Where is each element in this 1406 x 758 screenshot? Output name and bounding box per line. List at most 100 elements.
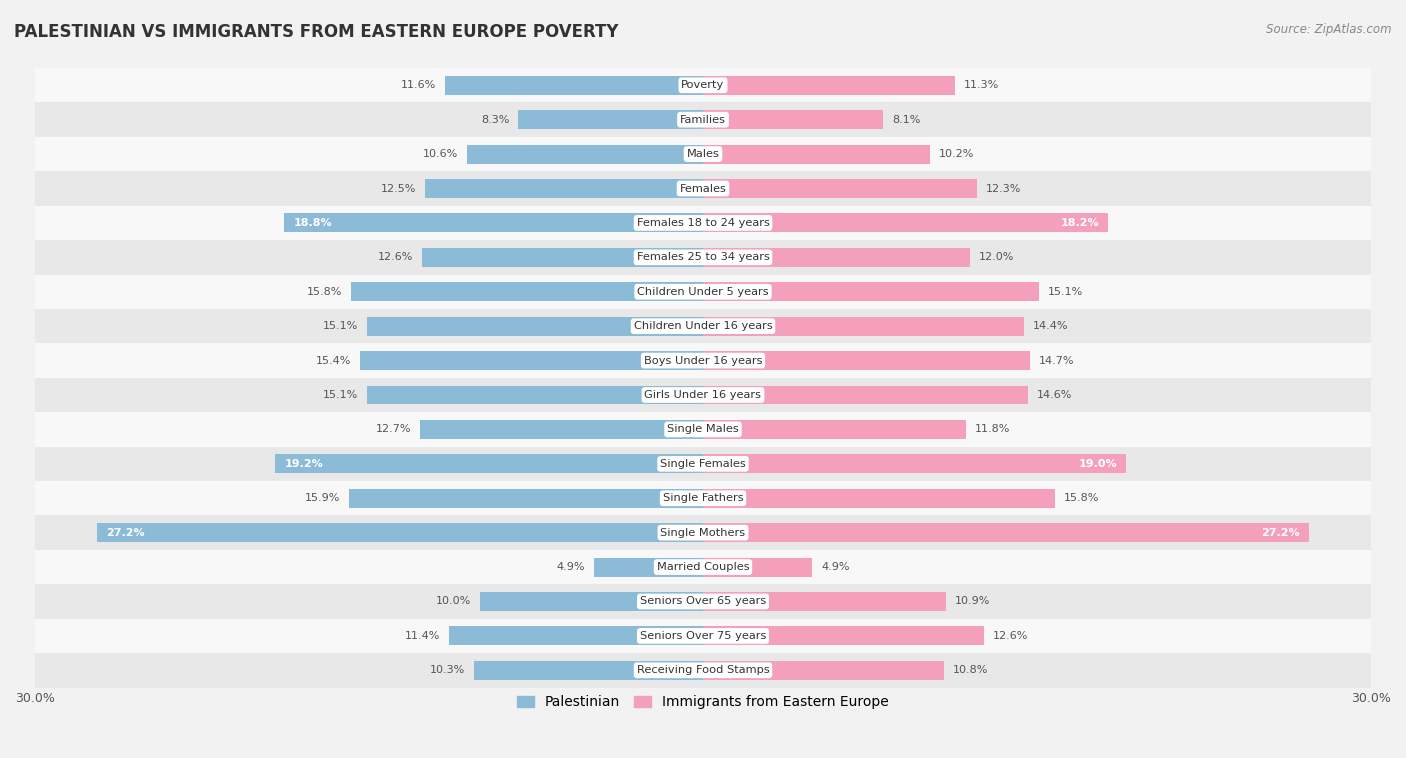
Text: Single Mothers: Single Mothers bbox=[661, 528, 745, 537]
Bar bbox=[360, 351, 703, 370]
Bar bbox=[467, 145, 703, 164]
Text: 12.6%: 12.6% bbox=[378, 252, 413, 262]
Bar bbox=[352, 282, 703, 301]
Text: 27.2%: 27.2% bbox=[1261, 528, 1299, 537]
Bar bbox=[703, 489, 1054, 508]
Bar bbox=[35, 584, 1371, 619]
Text: 11.4%: 11.4% bbox=[405, 631, 440, 641]
Text: Males: Males bbox=[686, 149, 720, 159]
Bar bbox=[703, 420, 966, 439]
Text: Girls Under 16 years: Girls Under 16 years bbox=[644, 390, 762, 400]
Text: 12.7%: 12.7% bbox=[375, 424, 412, 434]
Text: Children Under 5 years: Children Under 5 years bbox=[637, 287, 769, 296]
Bar bbox=[519, 110, 703, 129]
Text: 10.2%: 10.2% bbox=[939, 149, 974, 159]
Text: Boys Under 16 years: Boys Under 16 years bbox=[644, 356, 762, 365]
Text: 15.1%: 15.1% bbox=[1047, 287, 1084, 296]
Text: PALESTINIAN VS IMMIGRANTS FROM EASTERN EUROPE POVERTY: PALESTINIAN VS IMMIGRANTS FROM EASTERN E… bbox=[14, 23, 619, 41]
Text: 11.8%: 11.8% bbox=[974, 424, 1010, 434]
Text: Children Under 16 years: Children Under 16 years bbox=[634, 321, 772, 331]
Text: 14.4%: 14.4% bbox=[1032, 321, 1069, 331]
Bar bbox=[703, 592, 946, 611]
Text: 10.0%: 10.0% bbox=[436, 597, 471, 606]
Text: Single Males: Single Males bbox=[666, 424, 740, 434]
Bar bbox=[367, 317, 703, 336]
Bar bbox=[35, 137, 1371, 171]
Text: 15.9%: 15.9% bbox=[305, 493, 340, 503]
Bar bbox=[703, 110, 883, 129]
Bar bbox=[35, 343, 1371, 377]
Text: 15.1%: 15.1% bbox=[322, 390, 359, 400]
Bar bbox=[703, 145, 931, 164]
Text: 10.3%: 10.3% bbox=[429, 666, 465, 675]
Bar bbox=[703, 661, 943, 680]
Text: 10.8%: 10.8% bbox=[952, 666, 988, 675]
Bar bbox=[349, 489, 703, 508]
Text: Source: ZipAtlas.com: Source: ZipAtlas.com bbox=[1267, 23, 1392, 36]
Bar bbox=[35, 446, 1371, 481]
Bar bbox=[449, 626, 703, 645]
Bar bbox=[35, 274, 1371, 309]
Bar bbox=[703, 317, 1024, 336]
Text: 10.6%: 10.6% bbox=[423, 149, 458, 159]
Bar bbox=[97, 523, 703, 542]
Text: 19.0%: 19.0% bbox=[1078, 459, 1118, 469]
Text: 8.3%: 8.3% bbox=[481, 114, 509, 124]
Text: 11.6%: 11.6% bbox=[401, 80, 436, 90]
Text: Females 18 to 24 years: Females 18 to 24 years bbox=[637, 218, 769, 228]
Bar bbox=[481, 592, 703, 611]
Bar bbox=[35, 102, 1371, 137]
Text: 15.8%: 15.8% bbox=[1064, 493, 1099, 503]
Bar bbox=[703, 454, 1126, 473]
Text: 18.2%: 18.2% bbox=[1060, 218, 1099, 228]
Text: 12.3%: 12.3% bbox=[986, 183, 1021, 193]
Bar bbox=[474, 661, 703, 680]
Text: 12.6%: 12.6% bbox=[993, 631, 1028, 641]
Text: Married Couples: Married Couples bbox=[657, 562, 749, 572]
Bar bbox=[703, 214, 1108, 233]
Text: Seniors Over 75 years: Seniors Over 75 years bbox=[640, 631, 766, 641]
Legend: Palestinian, Immigrants from Eastern Europe: Palestinian, Immigrants from Eastern Eur… bbox=[512, 690, 894, 715]
Bar bbox=[703, 558, 813, 577]
Text: 4.9%: 4.9% bbox=[557, 562, 585, 572]
Text: Females: Females bbox=[679, 183, 727, 193]
Text: Seniors Over 65 years: Seniors Over 65 years bbox=[640, 597, 766, 606]
Bar bbox=[425, 179, 703, 198]
Bar bbox=[35, 481, 1371, 515]
Text: 18.8%: 18.8% bbox=[294, 218, 332, 228]
Bar bbox=[703, 248, 970, 267]
Bar bbox=[35, 309, 1371, 343]
Bar bbox=[420, 420, 703, 439]
Text: 15.4%: 15.4% bbox=[316, 356, 352, 365]
Text: 15.8%: 15.8% bbox=[307, 287, 342, 296]
Bar bbox=[35, 515, 1371, 550]
Text: 12.0%: 12.0% bbox=[979, 252, 1015, 262]
Bar bbox=[284, 214, 703, 233]
Text: Females 25 to 34 years: Females 25 to 34 years bbox=[637, 252, 769, 262]
Text: 14.7%: 14.7% bbox=[1039, 356, 1074, 365]
Text: 15.1%: 15.1% bbox=[322, 321, 359, 331]
Bar bbox=[444, 76, 703, 95]
Text: Poverty: Poverty bbox=[682, 80, 724, 90]
Text: 14.6%: 14.6% bbox=[1038, 390, 1073, 400]
Bar bbox=[35, 240, 1371, 274]
Bar bbox=[35, 550, 1371, 584]
Text: 19.2%: 19.2% bbox=[284, 459, 323, 469]
Bar bbox=[35, 619, 1371, 653]
Bar bbox=[35, 377, 1371, 412]
Bar bbox=[35, 412, 1371, 446]
Text: 11.3%: 11.3% bbox=[963, 80, 998, 90]
Bar bbox=[703, 626, 984, 645]
Bar bbox=[422, 248, 703, 267]
Bar bbox=[276, 454, 703, 473]
Bar bbox=[703, 282, 1039, 301]
Text: 27.2%: 27.2% bbox=[107, 528, 145, 537]
Bar bbox=[367, 386, 703, 405]
Bar bbox=[703, 76, 955, 95]
Text: Receiving Food Stamps: Receiving Food Stamps bbox=[637, 666, 769, 675]
Text: 10.9%: 10.9% bbox=[955, 597, 990, 606]
Bar bbox=[593, 558, 703, 577]
Bar bbox=[703, 386, 1028, 405]
Bar bbox=[35, 653, 1371, 688]
Text: 4.9%: 4.9% bbox=[821, 562, 849, 572]
